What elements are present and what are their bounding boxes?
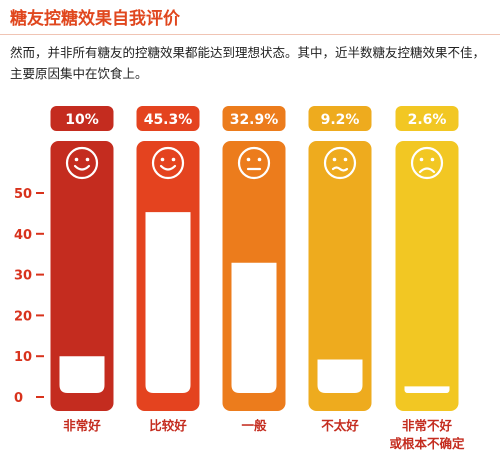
title-divider bbox=[0, 34, 500, 35]
bar-fill bbox=[317, 359, 363, 393]
category-label: 一般 bbox=[241, 418, 267, 433]
data-label: 9.2% bbox=[321, 112, 360, 128]
wavy-mouth-face-icon bbox=[323, 146, 357, 180]
value-pill bbox=[308, 106, 372, 131]
page-title: 糖友控糖效果自我评价 bbox=[10, 9, 180, 29]
category-label: 比较好 bbox=[149, 418, 187, 433]
bar-group-4: 9.2% 不太好 bbox=[308, 106, 372, 433]
y-tick-label: 10 bbox=[14, 350, 32, 365]
category-label: 或根本不确定 bbox=[389, 436, 465, 451]
sad-face-icon bbox=[410, 146, 444, 180]
bar-fill bbox=[231, 262, 277, 393]
y-tick-label: 20 bbox=[14, 309, 32, 324]
value-pill bbox=[222, 106, 286, 131]
bar-group-1: 10% 非常好 bbox=[50, 106, 114, 433]
bar-fill bbox=[404, 386, 450, 393]
category-label: 非常好 bbox=[63, 418, 101, 433]
bar-column bbox=[308, 141, 372, 411]
bar-group-2: 45.3% 比较好 bbox=[136, 106, 200, 433]
bar-fill bbox=[59, 356, 105, 393]
smile-icon bbox=[65, 146, 99, 180]
data-label: 45.3% bbox=[144, 112, 193, 128]
value-pill bbox=[395, 106, 459, 131]
y-tick-label: 40 bbox=[14, 228, 32, 243]
smile-icon bbox=[151, 146, 185, 180]
bar-fill bbox=[145, 212, 191, 393]
bar-group-3: 32.9% 一般 bbox=[222, 106, 286, 433]
y-tick-label: 30 bbox=[14, 269, 32, 284]
data-label: 10% bbox=[65, 112, 99, 128]
bar-column bbox=[50, 141, 114, 411]
data-label: 2.6% bbox=[408, 112, 447, 128]
neutral-face-icon bbox=[237, 146, 271, 180]
y-tick-label: 0 bbox=[14, 391, 23, 406]
category-label: 非常不好 bbox=[402, 418, 453, 433]
bar-column bbox=[395, 141, 459, 411]
data-label: 32.9% bbox=[230, 112, 279, 128]
page-description: 然而，并非所有糖友的控糖效果都能达到理想状态。其中，近半数糖友控糖效果不佳，主要… bbox=[10, 45, 486, 81]
y-tick-label: 50 bbox=[14, 187, 32, 202]
value-pill bbox=[50, 106, 114, 131]
value-pill bbox=[136, 106, 200, 131]
category-label: 不太好 bbox=[321, 418, 359, 433]
